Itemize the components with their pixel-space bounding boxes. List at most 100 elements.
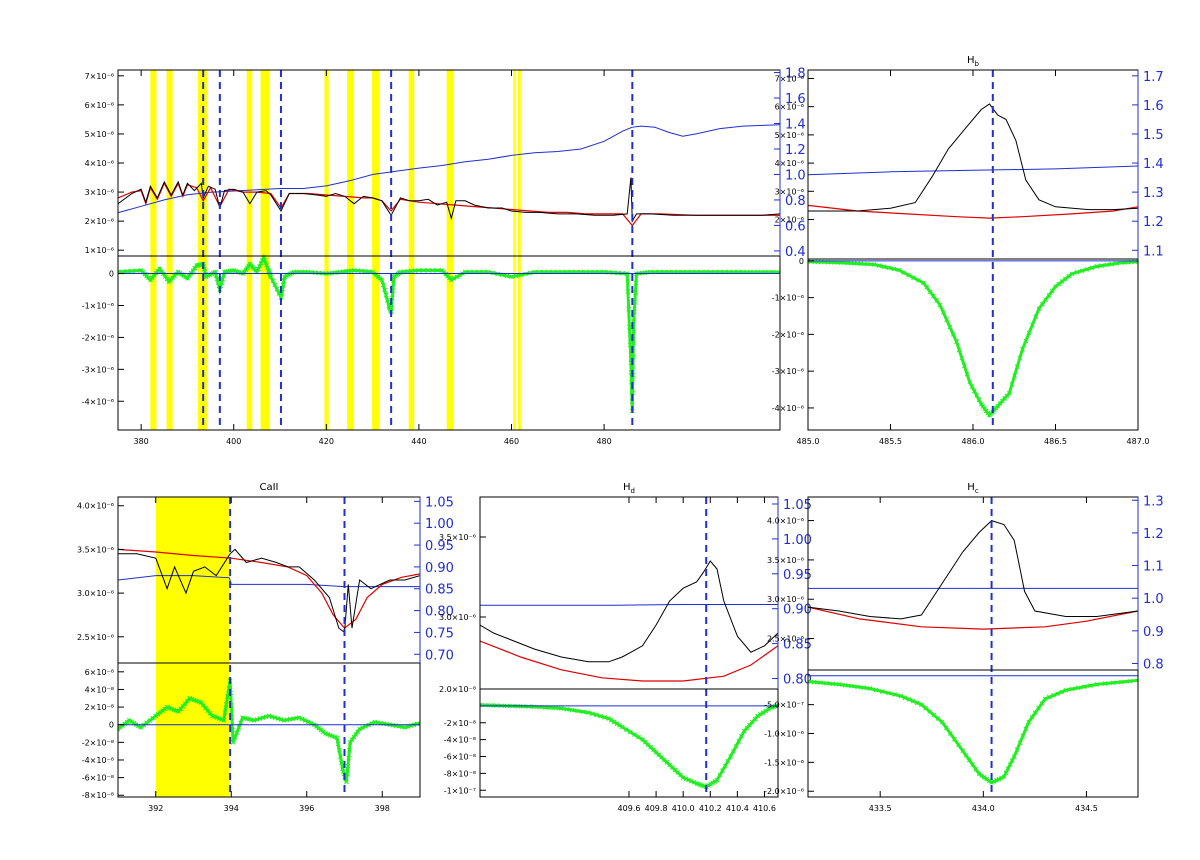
residual-point: [876, 263, 882, 268]
y-tick-label: 5×10⁻⁶: [85, 130, 114, 139]
x-tick-label: 396: [299, 804, 314, 813]
residual-point: [901, 270, 907, 275]
residual-point: [1026, 330, 1032, 336]
panel-title: Hc: [967, 482, 979, 495]
panel-full: 380 400 420 440 460 480 1×10⁻⁶ 2×10⁻⁶ 3×10⁻⁶ 4×10…: [82, 67, 806, 446]
residual-point: [969, 384, 975, 389]
residual-point: [771, 704, 777, 709]
right-y-tick-label: 0.6: [785, 219, 806, 234]
residual-point: [1063, 276, 1068, 282]
y-tick-label: 3.0×10⁻⁶: [439, 613, 476, 622]
residual-point: [1094, 682, 1100, 687]
x-axis: 409.6 409.8 410.0 410.2 410.4 410.6: [618, 497, 776, 813]
residual-point: [974, 393, 979, 398]
residual-point: [238, 720, 244, 725]
residual-point: [435, 268, 440, 273]
residual-point: [898, 693, 904, 699]
residual-point: [1079, 268, 1085, 274]
right-y-tick-label: 0.80: [783, 673, 812, 688]
right-y-tick-label: 1.1: [1143, 560, 1164, 575]
y-tick-label: -3×10⁻⁶: [772, 367, 804, 376]
residual-point: [730, 749, 736, 754]
residual-point: [1046, 293, 1052, 298]
residual-point: [483, 702, 488, 708]
residual-point: [973, 766, 979, 772]
residual-point: [710, 780, 716, 786]
residual-point: [871, 262, 877, 267]
residual-series: [118, 678, 420, 785]
y-tick-label: 5×10⁻⁶: [775, 131, 804, 140]
y-tick-label: 2.5×10⁻⁶: [77, 633, 114, 642]
right-y-tick-label: 0.4: [785, 245, 806, 260]
y-tick-label: 3×10⁻⁶: [775, 187, 804, 196]
residual-point: [1069, 271, 1075, 277]
y-tick-label: -2×10⁻⁸: [82, 738, 114, 747]
residual-point: [1039, 701, 1045, 706]
y-tick-label: 2×10⁻⁶: [775, 216, 804, 225]
panel-hbeta: 485.0 485.5 486.0 486.5 487.0 2×10⁻⁶ 3×10⁻⁶ 4×1…: [772, 55, 1164, 446]
model-line: [118, 548, 420, 629]
y-tick-label: 3.5×10⁻⁶: [767, 556, 804, 565]
y-axis-right: 0.4 0.6 0.8 1.0 1.2 1.4 1.6 1.8: [774, 67, 806, 260]
residual-point: [1003, 770, 1009, 776]
residual-point: [1020, 733, 1026, 739]
y-tick-label: -2.0×10⁻⁶: [764, 787, 804, 796]
residual-point: [553, 705, 559, 711]
right-y-tick-label: 1.2: [1143, 215, 1164, 230]
right-y-tick-label: 0.8: [1143, 657, 1164, 672]
right-y-tick-label: 0.70: [425, 648, 454, 663]
mask-band: [246, 70, 253, 430]
residual-point: [1109, 261, 1114, 267]
residual-point: [964, 371, 970, 377]
residual-point: [341, 769, 346, 774]
y-tick-label: 3.0×10⁻⁶: [767, 595, 804, 604]
mask-band: [372, 70, 380, 430]
x-tick-label: 434.5: [1075, 804, 1098, 813]
residual-point: [970, 762, 975, 768]
residual-point: [1023, 726, 1029, 732]
y-tick-label: 2×10⁻⁶: [85, 217, 114, 226]
y-tick-label: 1×10⁻⁶: [85, 246, 114, 255]
residual-point: [305, 719, 311, 725]
residual-point: [360, 725, 365, 731]
residual-point: [124, 268, 130, 274]
x-tick-label: 392: [148, 804, 163, 813]
right-y-tick-label: 0.95: [425, 539, 454, 554]
residual-point: [344, 771, 350, 777]
mask-band: [166, 70, 173, 430]
mask-band: [150, 70, 157, 430]
residual-point: [150, 715, 156, 721]
plot-area: [480, 497, 778, 797]
residual-point: [1006, 390, 1012, 396]
spectrum-line: [480, 560, 778, 663]
residual-point: [1059, 689, 1065, 695]
residual-point: [1051, 693, 1056, 698]
residual-series: [808, 259, 1138, 418]
residual-point: [886, 690, 891, 696]
residual-point: [986, 778, 992, 784]
residual-point: [947, 324, 953, 330]
model-line: [808, 204, 1138, 219]
plot-area: [808, 70, 1138, 430]
residual-point: [1033, 314, 1039, 320]
spectrum-line: [808, 520, 1138, 620]
residual-point: [380, 282, 386, 288]
y-axis-bottom: 6×10⁻⁸ 4×10⁻⁸ 2×10⁻⁸ 0 -2×10⁻⁸ -4×10⁻⁸ -6×10⁻⁸…: [82, 668, 124, 800]
residual-point: [845, 260, 850, 266]
residual-point: [939, 719, 945, 725]
residual-point: [976, 771, 982, 777]
residual-point: [755, 713, 761, 719]
spectrum-line: [118, 548, 420, 634]
residual-point: [808, 679, 811, 684]
residual-point: [851, 261, 857, 266]
residual-point: [430, 268, 436, 273]
y-tick-label: 0: [799, 257, 804, 266]
residual-point: [891, 266, 897, 272]
y-tick-label: -6×10⁻⁸: [82, 774, 114, 783]
y-tick-label: -2×10⁻⁶: [772, 330, 804, 339]
residual-point: [931, 293, 936, 299]
residual-point: [927, 289, 933, 295]
residual-point: [558, 706, 564, 711]
residual-point: [906, 272, 912, 278]
right-y-tick-label: 0.90: [783, 603, 812, 618]
